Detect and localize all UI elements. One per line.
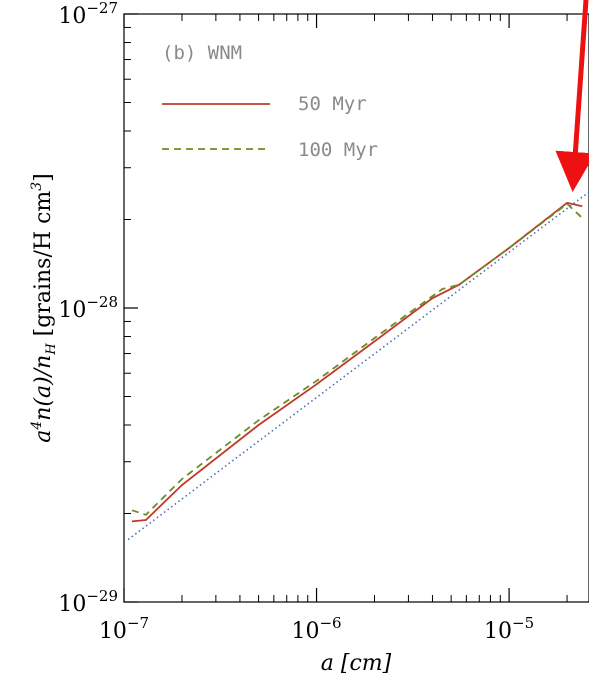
x-tick-label: 10−6	[291, 614, 341, 644]
series-line-100-myr	[131, 202, 585, 516]
minor-ticks	[124, 14, 568, 602]
panel-label: (b) WNM	[162, 42, 242, 64]
x-tick-label: 10−5	[484, 614, 534, 644]
tick-labels: 10−7 10−6 10−5 10−29 10−28 10−27	[58, 0, 534, 644]
series-layer	[127, 191, 589, 541]
y-tick-label: 10−29	[58, 587, 118, 617]
y-tick-label: 10−27	[58, 0, 118, 29]
series-line-50-myr	[131, 201, 583, 523]
series-line-reference-dotted	[127, 191, 589, 541]
x-tick-label: 10−7	[99, 614, 149, 644]
annotation-arrow	[555, 0, 589, 192]
major-ticks	[123, 13, 510, 603]
legend-label-50-myr: 50 Myr	[298, 93, 367, 115]
y-axis-label: a4n(a)/nH [grains/H cm3]	[29, 173, 59, 443]
y-tick-label: 10−28	[58, 293, 118, 323]
x-axis-label: a [cm]	[321, 651, 392, 676]
legend-label-100-myr: 100 Myr	[298, 139, 378, 161]
legend: (b) WNM 50 Myr 100 Myr	[162, 42, 378, 161]
